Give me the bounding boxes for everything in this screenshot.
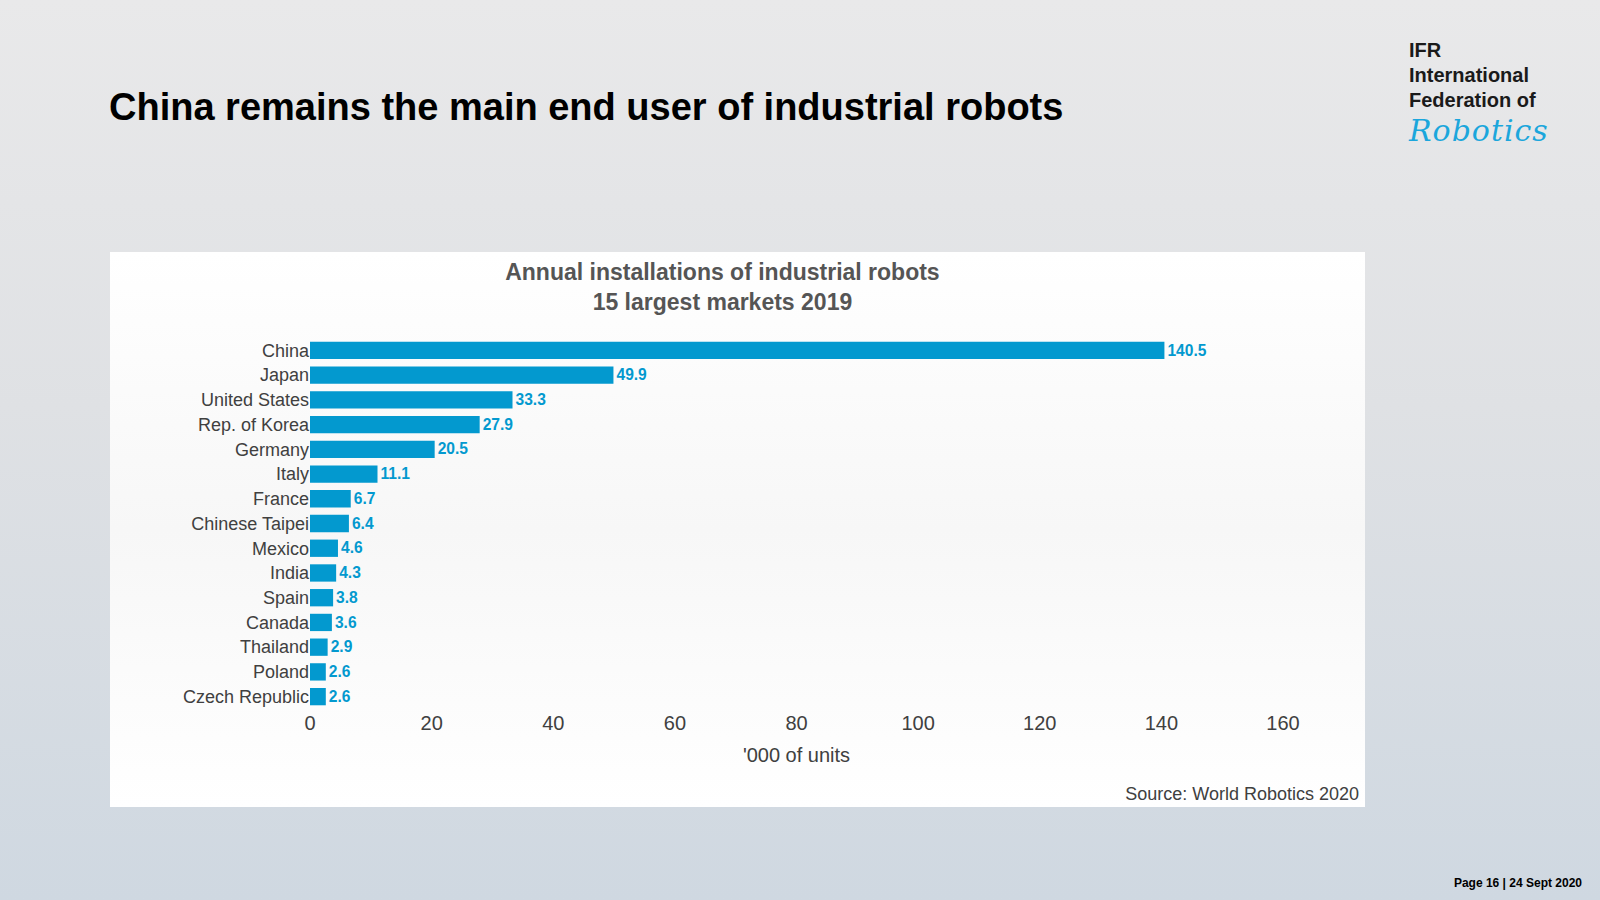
- svg-text:6.7: 6.7: [354, 490, 376, 507]
- svg-text:120: 120: [1023, 712, 1056, 734]
- html-text:Federation of: Federation of: [1409, 89, 1536, 111]
- svg-text:140: 140: [1145, 712, 1178, 734]
- html-text:Source: World Robotics 2020: Source: World Robotics 2020: [1125, 784, 1359, 804]
- svg-text:Spain: Spain: [263, 588, 309, 608]
- svg-text:'000 of units: '000 of units: [743, 744, 850, 766]
- svg-text:160: 160: [1266, 712, 1299, 734]
- svg-text:100: 100: [901, 712, 934, 734]
- html-text:Page 16 | 24 Sept 2020: Page 16 | 24 Sept 2020: [1453, 876, 1582, 890]
- svg-text:140.5: 140.5: [1167, 342, 1206, 359]
- svg-text:2.6: 2.6: [329, 663, 351, 680]
- svg-text:40: 40: [542, 712, 564, 734]
- svg-text:2.9: 2.9: [331, 638, 353, 655]
- svg-text:80: 80: [785, 712, 807, 734]
- svg-text:India: India: [270, 563, 310, 583]
- svg-text:0: 0: [304, 712, 315, 734]
- html-text:China remains the main end use: China remains the main end user of indus…: [109, 86, 1064, 128]
- svg-text:6.4: 6.4: [352, 515, 374, 532]
- svg-text:3.6: 3.6: [335, 614, 357, 631]
- svg-text:49.9: 49.9: [616, 366, 647, 383]
- svg-text:Chinese Taipei: Chinese Taipei: [191, 514, 309, 534]
- svg-text:60: 60: [664, 712, 686, 734]
- svg-text:Japan: Japan: [260, 365, 309, 385]
- svg-text:France: France: [253, 489, 309, 509]
- svg-text:United States: United States: [201, 390, 309, 410]
- svg-text:Germany: Germany: [235, 440, 309, 460]
- html-text:International: International: [1409, 64, 1529, 86]
- svg-text:27.9: 27.9: [483, 416, 514, 433]
- svg-text:2.6: 2.6: [329, 688, 351, 705]
- svg-text:Canada: Canada: [246, 613, 310, 633]
- html-text:IFR: IFR: [1409, 39, 1442, 61]
- svg-text:33.3: 33.3: [516, 391, 547, 408]
- svg-text:China: China: [262, 341, 310, 361]
- svg-text:Mexico: Mexico: [252, 539, 309, 559]
- svg-text:4.3: 4.3: [339, 564, 361, 581]
- svg-text:Rep. of Korea: Rep. of Korea: [198, 415, 310, 435]
- svg-text:3.8: 3.8: [336, 589, 358, 606]
- svg-text:Czech Republic: Czech Republic: [183, 687, 309, 707]
- svg-text:Annual installations of indust: Annual installations of industrial robot…: [505, 259, 939, 315]
- svg-text:4.6: 4.6: [341, 539, 363, 556]
- svg-text:11.1: 11.1: [381, 465, 411, 482]
- svg-text:Italy: Italy: [276, 464, 309, 484]
- svg-text:20.5: 20.5: [438, 440, 469, 457]
- svg-text:Thailand: Thailand: [240, 637, 309, 657]
- svg-text:Poland: Poland: [253, 662, 309, 682]
- html-text:Robotics: Robotics: [1409, 113, 1549, 148]
- svg-text:20: 20: [421, 712, 443, 734]
